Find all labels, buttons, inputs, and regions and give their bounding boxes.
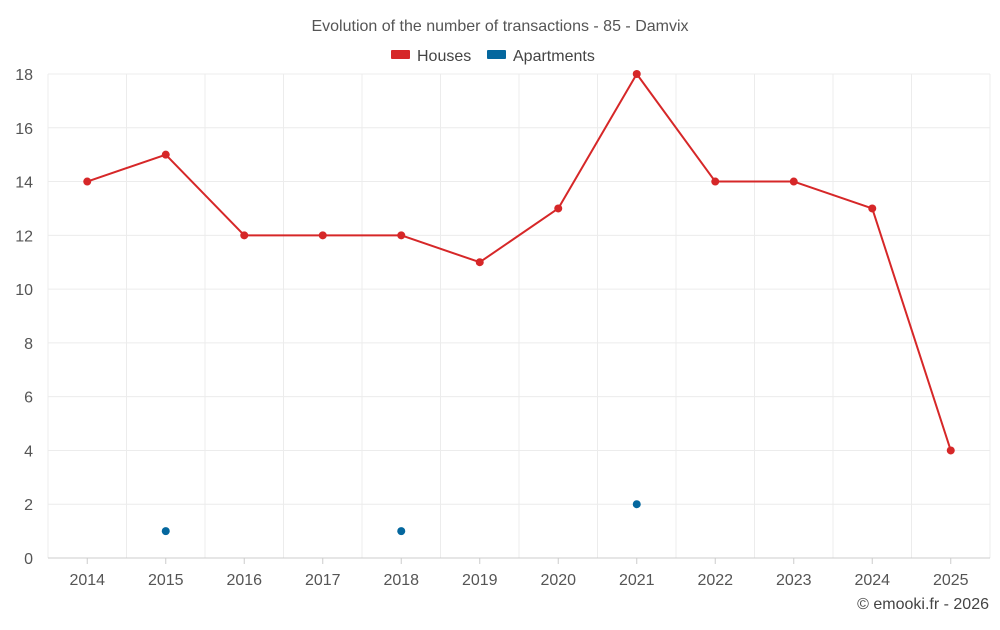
- y-tick-label: 16: [15, 121, 33, 138]
- legend-swatch-houses: [391, 50, 410, 59]
- y-tick-label: 14: [15, 175, 33, 192]
- legend-swatch-apartments: [487, 50, 506, 59]
- legend-item-houses[interactable]: Houses: [391, 48, 471, 65]
- data-point-apartments[interactable]: [397, 527, 406, 536]
- y-tick-label: 0: [24, 551, 33, 568]
- chart-title: Evolution of the number of transactions …: [311, 18, 688, 35]
- x-tick-label: 2023: [776, 572, 812, 589]
- data-point-houses[interactable]: [554, 204, 563, 213]
- data-point-houses[interactable]: [161, 150, 170, 159]
- data-point-houses[interactable]: [711, 177, 720, 186]
- y-tick-label: 10: [15, 282, 33, 299]
- x-tick-label: 2014: [69, 572, 105, 589]
- y-tick-label: 8: [24, 336, 33, 353]
- legend-label-houses: Houses: [417, 48, 471, 65]
- series-apartments: [161, 500, 641, 536]
- y-tick-label: 6: [24, 390, 33, 407]
- y-tick-label: 4: [24, 443, 33, 460]
- data-point-apartments[interactable]: [632, 500, 641, 509]
- series: [83, 70, 955, 536]
- x-tick-label: 2025: [933, 572, 969, 589]
- x-tick-label: 2018: [383, 572, 419, 589]
- credit-text: © emooki.fr - 2026: [857, 596, 989, 613]
- x-tick-label: 2022: [697, 572, 733, 589]
- x-tick-label: 2021: [619, 572, 655, 589]
- data-point-houses[interactable]: [868, 204, 877, 213]
- y-tick-label: 12: [15, 228, 33, 245]
- y-tick-label: 18: [15, 67, 33, 84]
- y-tick-label: 2: [24, 497, 33, 514]
- series-line-houses: [86, 73, 952, 451]
- data-point-houses[interactable]: [397, 231, 406, 240]
- axes: 0 2 4 6 8 10 12 14 16 18 2014 2015 2016 2017 2018 2019 2…: [15, 67, 990, 589]
- data-point-houses[interactable]: [946, 446, 955, 455]
- legend-label-apartments: Apartments: [513, 48, 595, 65]
- data-point-houses[interactable]: [83, 177, 92, 186]
- data-point-houses[interactable]: [318, 231, 327, 240]
- data-point-apartments[interactable]: [161, 527, 170, 536]
- data-point-houses[interactable]: [240, 231, 249, 240]
- data-point-houses[interactable]: [789, 177, 798, 186]
- legend: Houses Apartments: [391, 48, 595, 65]
- series-houses: [83, 70, 955, 455]
- x-tick-label: 2024: [854, 572, 890, 589]
- x-tick-label: 2016: [226, 572, 262, 589]
- x-tick-label: 2020: [540, 572, 576, 589]
- x-tick-label: 2017: [305, 572, 341, 589]
- x-tick-label: 2015: [148, 572, 184, 589]
- grid: [47, 73, 991, 558]
- data-point-houses[interactable]: [475, 258, 484, 267]
- data-point-houses[interactable]: [632, 70, 641, 78]
- x-tick-label: 2019: [462, 572, 498, 589]
- legend-item-apartments[interactable]: Apartments: [487, 48, 595, 65]
